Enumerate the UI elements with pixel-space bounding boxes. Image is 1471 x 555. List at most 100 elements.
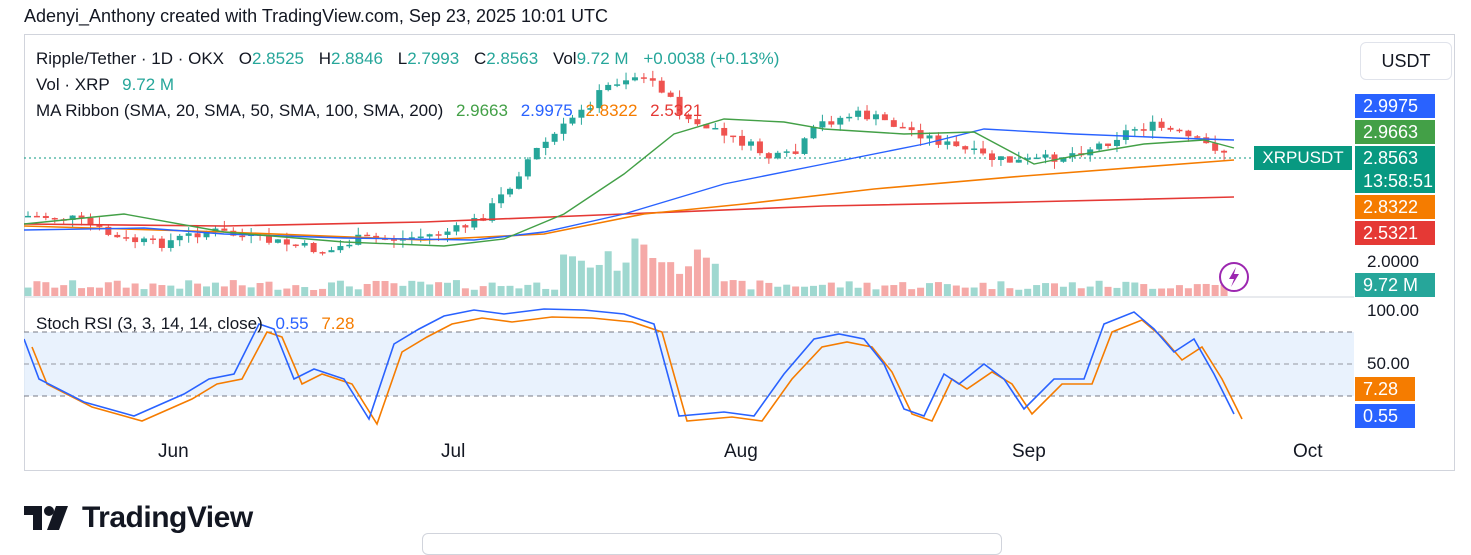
candle-body xyxy=(435,234,442,236)
volume-bar xyxy=(149,283,157,296)
candle-body xyxy=(623,80,630,85)
volume-bar xyxy=(461,288,469,296)
volume-bar xyxy=(1220,284,1228,296)
price-chart[interactable] xyxy=(24,34,1354,470)
candle-body xyxy=(810,127,817,139)
month-label-aug: Aug xyxy=(724,441,758,462)
bottom-panel xyxy=(422,533,1002,555)
volume-bar xyxy=(560,254,568,296)
volume-bar xyxy=(417,281,425,296)
volume-bar xyxy=(1193,284,1201,296)
candle-body xyxy=(676,96,683,115)
tradingview-logo[interactable]: TradingView xyxy=(24,501,253,535)
volume-bar xyxy=(310,289,318,296)
volume-bar xyxy=(247,287,255,296)
volume-bar xyxy=(1015,289,1023,296)
volume-bar xyxy=(676,273,684,296)
candle-body xyxy=(1167,127,1174,130)
candle-body xyxy=(1060,157,1067,162)
volume-bar xyxy=(1050,283,1058,296)
volume-bar xyxy=(69,280,77,296)
volume-bar xyxy=(943,284,951,296)
volume-tag: 9.72 M xyxy=(1355,273,1435,297)
lightning-icon[interactable] xyxy=(1219,262,1249,292)
volume-bar xyxy=(194,283,202,296)
legend-ma200-value: 2.5321 xyxy=(650,101,703,120)
volume-bar xyxy=(1033,285,1041,296)
candle-body xyxy=(498,194,505,204)
candle-body xyxy=(96,225,103,227)
legend-ma-label[interactable]: MA Ribbon (SMA, 20, SMA, 50, SMA, 100, S… xyxy=(36,101,444,120)
candle-body xyxy=(471,218,478,228)
volume-bar xyxy=(336,280,344,296)
candle-body xyxy=(596,90,603,109)
candle-body xyxy=(444,231,451,235)
legend-c-value: 2.8563 xyxy=(486,49,539,68)
tradingview-logo-icon xyxy=(24,506,68,530)
candle-body xyxy=(408,237,415,239)
volume-bar xyxy=(917,287,925,296)
candle-body xyxy=(33,215,40,218)
candle-body xyxy=(819,121,826,128)
volume-bar xyxy=(845,281,853,296)
candle-body xyxy=(783,151,790,153)
volume-bar xyxy=(1167,288,1175,296)
candle-body xyxy=(515,176,522,189)
volume-bar xyxy=(363,283,371,296)
candle-body xyxy=(872,114,879,120)
volume-bar xyxy=(542,288,550,296)
candle-body xyxy=(132,237,139,243)
legend-l-label: L xyxy=(397,49,408,68)
volume-bar xyxy=(238,285,246,296)
candle-body xyxy=(301,243,308,246)
volume-bar xyxy=(1131,282,1139,296)
volume-bar xyxy=(408,280,416,296)
volume-bar xyxy=(95,287,103,296)
price-axis-label: 2.0000 xyxy=(1367,252,1419,271)
legend-o-value: 2.8525 xyxy=(251,49,304,68)
volume-bar xyxy=(1184,288,1192,296)
candle-body xyxy=(971,148,978,150)
volume-bar xyxy=(613,270,621,296)
legend-o-label: O xyxy=(238,49,252,68)
candle-body xyxy=(864,110,871,120)
volume-bar xyxy=(381,281,389,296)
legend-symbol[interactable]: Ripple/Tether · 1D · OKX xyxy=(36,49,225,68)
candle-body xyxy=(1185,130,1192,137)
candle-body xyxy=(908,127,915,131)
chart-frame xyxy=(24,34,1455,471)
ma50-line xyxy=(24,128,1235,241)
volume-bar xyxy=(104,282,112,296)
volume-bar xyxy=(1068,282,1076,296)
tradingview-wordmark: TradingView xyxy=(82,501,253,534)
legend-stoch-k: 0.55 xyxy=(275,314,309,333)
candle-body xyxy=(846,116,853,119)
volume-bar xyxy=(1149,288,1157,296)
candle-body xyxy=(283,239,290,245)
candle-body xyxy=(765,153,772,159)
candle-body xyxy=(346,244,353,247)
volume-bar xyxy=(988,289,996,296)
volume-bar xyxy=(667,262,675,296)
candle-body xyxy=(703,124,710,129)
volume-bar xyxy=(640,244,648,296)
legend-ma20-value: 2.9663 xyxy=(455,101,508,120)
volume-bar xyxy=(926,283,934,296)
candle-body xyxy=(203,230,210,238)
candle-body xyxy=(114,234,121,238)
candle-body xyxy=(25,215,31,218)
volume-bar xyxy=(765,282,773,296)
volume-bar xyxy=(1211,284,1219,296)
volume-bar xyxy=(185,280,193,296)
volume-bar xyxy=(488,282,496,296)
volume-bar xyxy=(970,287,978,296)
currency-button[interactable]: USDT xyxy=(1360,42,1452,80)
volume-bar xyxy=(1175,285,1183,296)
volume-bar xyxy=(747,289,755,296)
volume-bar xyxy=(51,287,59,296)
symbol-tag: XRPUSDT xyxy=(1254,146,1352,170)
volume-bar xyxy=(551,289,559,296)
legend-vol-line-label[interactable]: Vol · XRP xyxy=(36,75,110,94)
candle-body xyxy=(792,151,799,154)
legend-stoch-label[interactable]: Stoch RSI (3, 3, 14, 14, close) xyxy=(36,314,263,333)
